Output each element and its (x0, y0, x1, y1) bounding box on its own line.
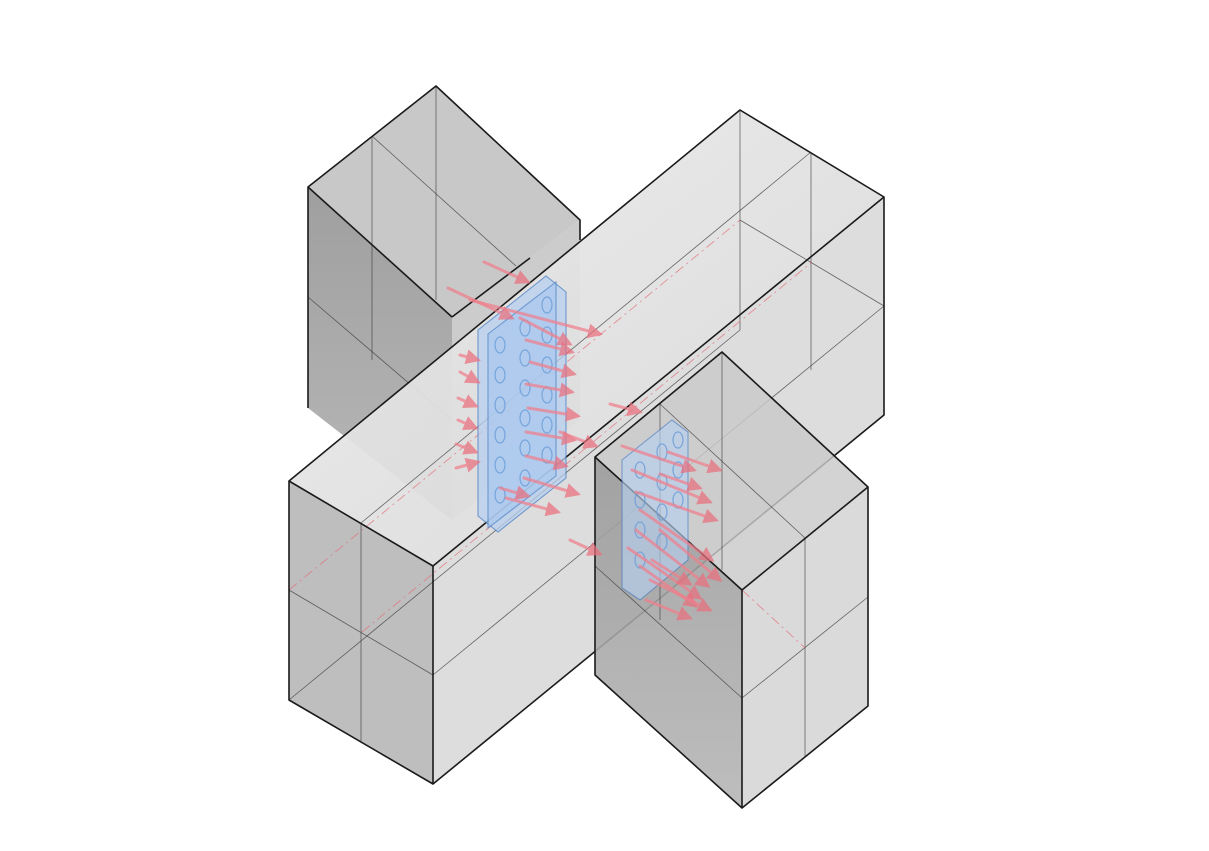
force-arrow-icon (458, 349, 481, 365)
force-arrow-icon (454, 457, 481, 473)
force-arrow-icon (504, 496, 561, 517)
force-arrow-icon (524, 430, 577, 446)
force-arrow-icon (518, 316, 573, 346)
force-arrow-icon (658, 472, 703, 492)
force-arrow-icon (456, 394, 479, 408)
lower-right-post-top-face (595, 352, 868, 590)
force-arrow-icon (634, 490, 719, 524)
force-arrow-icon (458, 369, 481, 384)
force-arrows (446, 260, 723, 621)
force-arrow-icon (634, 528, 711, 588)
lower-right-post (594, 351, 869, 809)
force-arrow-icon (626, 546, 703, 600)
force-arrow-icon (568, 538, 603, 556)
force-arrow-icon (526, 406, 581, 422)
force-arrow-icon (608, 401, 643, 417)
force-arrow-icon (524, 454, 569, 471)
force-arrow-icon (558, 430, 599, 449)
force-arrow-icon (666, 450, 723, 474)
force-arrow-icon (456, 416, 479, 430)
force-arrow-icon (454, 440, 479, 455)
force-arrow-icon (522, 476, 581, 498)
force-arrow-icon (638, 508, 715, 562)
force-arrow-icon (468, 298, 603, 339)
force-arrow-icon (648, 578, 713, 612)
force-arrow-icon (524, 338, 575, 357)
force-arrow-icon (528, 360, 577, 379)
force-arrow-icon (630, 468, 713, 505)
force-arrow-icon (498, 485, 531, 500)
force-arrow-icon (658, 528, 723, 582)
force-arrow-icon (620, 444, 697, 474)
force-arrow-icon (482, 260, 531, 284)
force-arrow-icon (524, 382, 575, 398)
force-arrow-icon (644, 598, 693, 621)
force-arrow-icon (650, 558, 693, 586)
